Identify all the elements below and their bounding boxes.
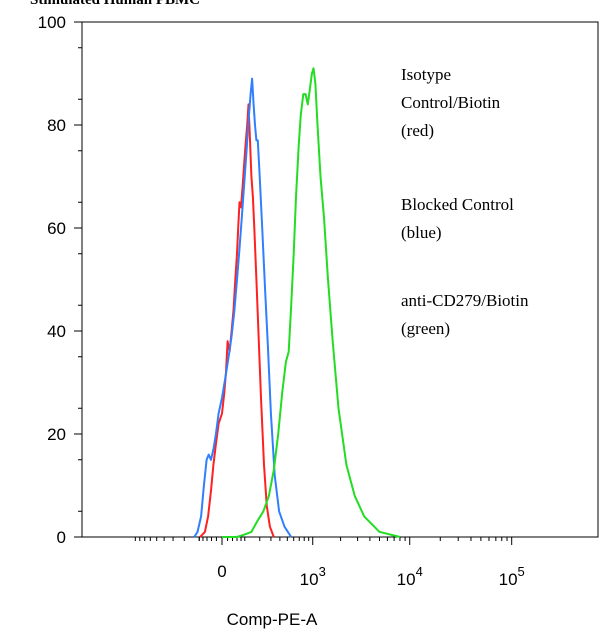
series-group <box>193 67 401 538</box>
legend-entry-3: anti-CD279/Biotin (green) <box>401 291 529 338</box>
x-tick-label: 105 <box>499 564 525 589</box>
y-tick-label: 80 <box>47 116 66 135</box>
series-line-3 <box>222 67 401 538</box>
x-axis: 0 103 104 105 <box>134 537 525 589</box>
legend: Isotype Control/Biotin (red) Blocked Contro… <box>401 65 529 338</box>
legend-entry-2: Blocked Control (blue) <box>401 195 514 242</box>
chart-title: Stimulated Human PBMC <box>30 0 200 8</box>
legend-entry-1: Isotype Control/Biotin (red) <box>401 65 501 140</box>
x-axis-title: Comp-PE-A <box>227 610 318 629</box>
series-line-1 <box>199 103 275 538</box>
x-tick-label: 0 <box>217 562 226 581</box>
y-tick-label: 60 <box>47 219 66 238</box>
x-tick-label: 103 <box>300 564 326 589</box>
y-tick-label: 20 <box>47 425 66 444</box>
y-tick-label: 40 <box>47 322 66 341</box>
series-line-2 <box>193 77 293 538</box>
plot-frame <box>81 21 599 538</box>
plot-border <box>81 21 599 538</box>
x-tick-label: 104 <box>397 564 423 589</box>
y-tick-label: 0 <box>57 528 66 547</box>
y-tick-label: 100 <box>38 13 66 32</box>
y-axis: 0 20 40 60 80 100 <box>38 13 82 547</box>
